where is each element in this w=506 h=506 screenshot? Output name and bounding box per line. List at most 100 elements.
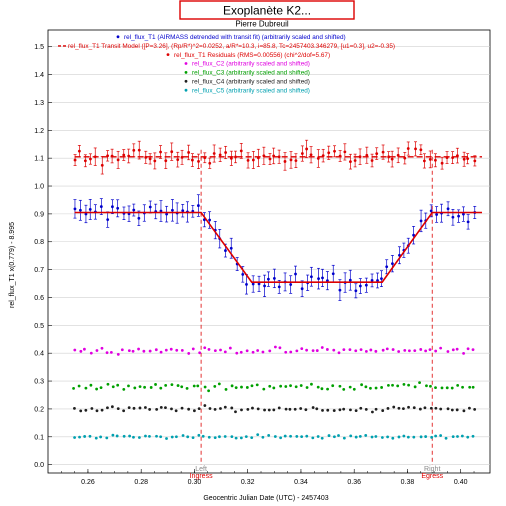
x-tick-label: 0.40	[454, 479, 468, 486]
x-tick-label: 0.38	[401, 479, 415, 486]
data-point	[148, 434, 151, 438]
data-point	[84, 408, 88, 412]
data-point	[79, 349, 83, 353]
data-point	[429, 384, 432, 388]
data-point	[268, 384, 272, 388]
data-point	[354, 349, 358, 353]
data-point	[148, 157, 152, 161]
data-point	[89, 157, 92, 161]
series-rel-flux-t1	[73, 194, 477, 301]
data-point	[181, 209, 185, 213]
data-point	[277, 406, 281, 410]
data-point	[333, 435, 336, 439]
data-point	[256, 433, 260, 437]
data-point	[208, 218, 212, 222]
data-point	[294, 159, 298, 163]
data-point	[471, 434, 475, 438]
data-point	[320, 436, 324, 440]
legend: rel_flux_T1 (AIRMASS detrended with tran…	[58, 34, 395, 94]
data-point	[218, 153, 222, 157]
data-point	[246, 407, 250, 411]
data-point	[332, 348, 336, 352]
y-tick-label: 1.0	[34, 184, 44, 191]
data-point	[73, 158, 77, 162]
data-point	[201, 434, 205, 438]
data-point	[131, 349, 135, 353]
data-point	[338, 408, 342, 412]
data-point	[397, 435, 401, 439]
data-point	[174, 435, 178, 439]
data-point	[263, 408, 266, 412]
data-point	[267, 408, 271, 412]
data-point	[122, 409, 126, 413]
data-point	[109, 350, 113, 354]
data-point	[434, 434, 438, 438]
legend-swatch	[116, 35, 120, 39]
data-point	[315, 407, 319, 411]
data-point	[277, 285, 281, 289]
data-point	[348, 385, 352, 389]
data-point	[137, 436, 141, 439]
y-tick-label: 1.1	[34, 156, 44, 163]
data-point	[352, 387, 356, 391]
y-axis-label: rel_flux_T1 x(0.779) - 8.995	[9, 222, 16, 308]
data-point	[450, 386, 454, 390]
data-point	[132, 406, 136, 410]
data-point	[111, 205, 114, 209]
data-point	[359, 348, 363, 352]
data-point	[149, 386, 153, 389]
data-point	[256, 349, 260, 352]
data-point	[408, 349, 411, 353]
data-point	[381, 348, 385, 352]
data-point	[224, 151, 228, 154]
data-point	[116, 352, 120, 356]
legend-item: rel_flux_T1 (AIRMASS detrended with tran…	[116, 34, 346, 41]
data-point	[315, 349, 319, 352]
data-point	[203, 385, 207, 389]
data-point	[245, 282, 248, 286]
data-point	[192, 384, 196, 388]
data-point	[468, 385, 472, 389]
data-point	[380, 386, 384, 389]
data-point	[418, 407, 422, 411]
data-point	[364, 434, 368, 437]
data-point	[381, 150, 385, 154]
data-point	[159, 405, 163, 409]
data-point	[180, 348, 184, 352]
data-point	[100, 408, 104, 412]
data-point	[429, 406, 433, 410]
legend-label: rel_flux_C5 (arbitrarily scaled and shif…	[192, 87, 310, 94]
y-tick-label: 1.2	[34, 128, 44, 135]
data-point	[251, 406, 254, 410]
data-point	[99, 205, 103, 208]
data-point	[354, 435, 358, 439]
y-tick-label: 0.7	[34, 267, 44, 274]
data-point	[234, 386, 238, 390]
data-point	[89, 351, 93, 355]
data-point	[72, 386, 75, 390]
data-point	[207, 389, 211, 393]
data-point	[365, 153, 369, 157]
data-point	[387, 383, 390, 387]
marker-top-label: Left	[195, 466, 207, 473]
data-point	[295, 349, 299, 353]
data-point	[316, 435, 320, 438]
series-rel-flux-c4	[73, 404, 477, 414]
data-point	[283, 160, 287, 163]
data-point	[127, 349, 131, 353]
data-point	[326, 408, 330, 412]
data-point	[428, 157, 432, 161]
data-point	[385, 265, 389, 269]
data-point	[100, 163, 104, 167]
data-point	[354, 289, 358, 293]
data-point	[391, 436, 395, 440]
data-point	[224, 249, 227, 252]
data-point	[349, 434, 353, 438]
y-tick-label: 1.5	[34, 44, 44, 51]
legend-swatch	[184, 79, 188, 83]
data-point	[241, 272, 245, 276]
x-tick-label: 0.30	[188, 479, 202, 486]
data-point	[217, 382, 221, 386]
data-point	[83, 347, 86, 351]
data-point	[111, 433, 115, 437]
